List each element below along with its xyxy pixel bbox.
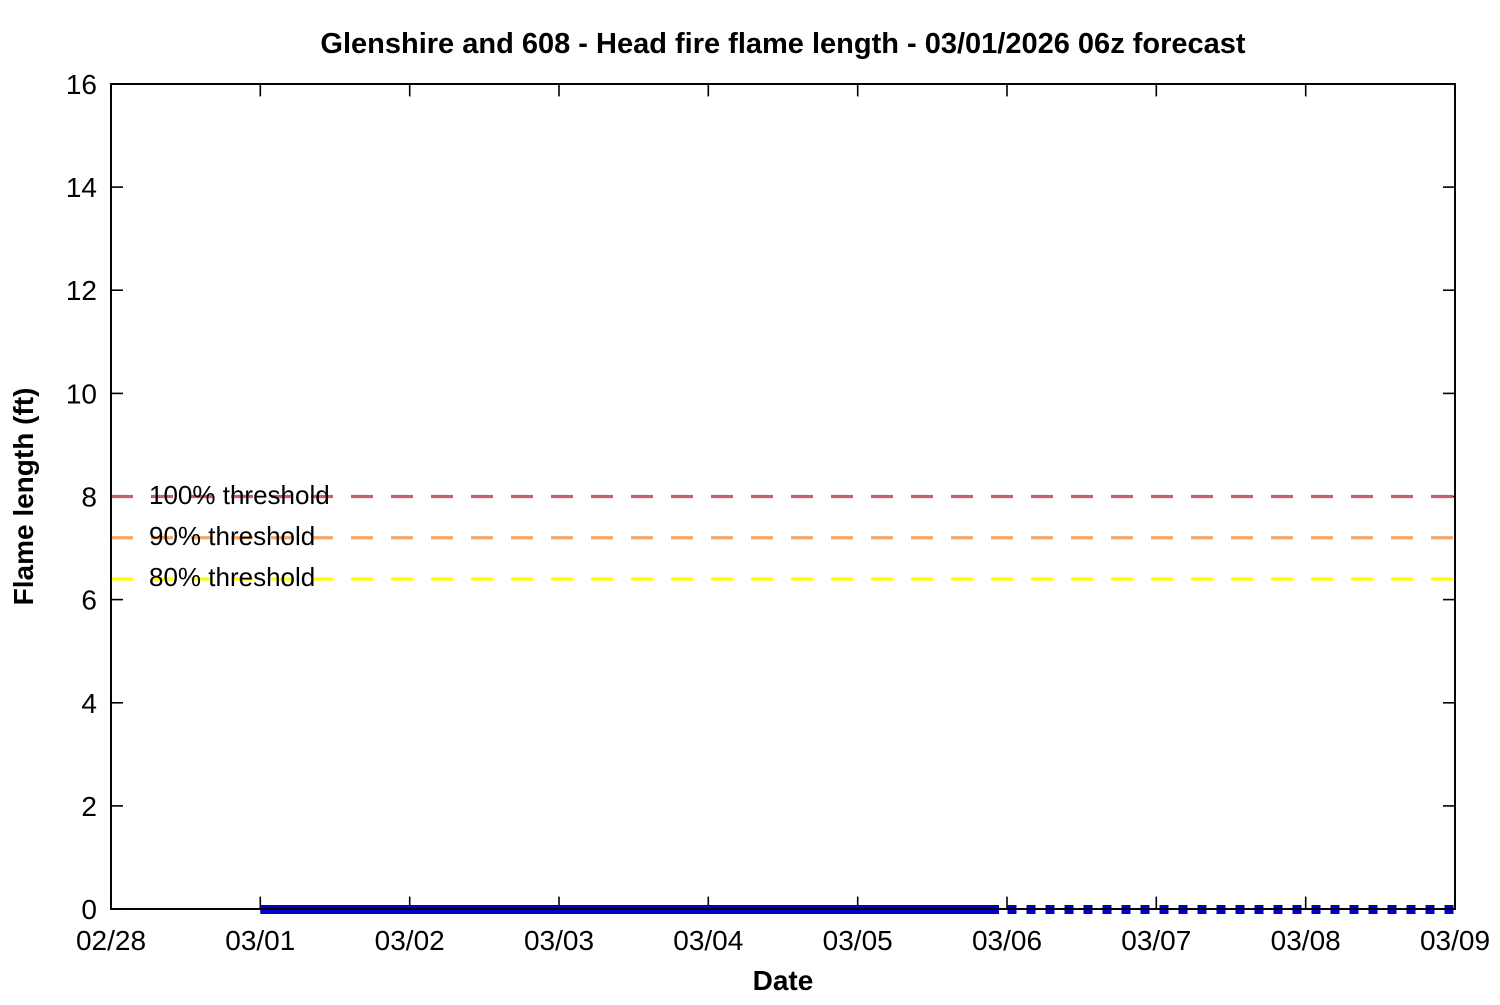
svg-text:10: 10 [66,378,97,409]
svg-text:6: 6 [81,585,97,616]
svg-text:03/03: 03/03 [524,925,594,956]
svg-text:8: 8 [81,482,97,513]
svg-text:0: 0 [81,894,97,925]
svg-text:03/02: 03/02 [375,925,445,956]
svg-text:03/01: 03/01 [225,925,295,956]
svg-text:14: 14 [66,172,97,203]
svg-text:16: 16 [66,69,97,100]
svg-text:12: 12 [66,275,97,306]
svg-text:Date: Date [753,965,814,996]
svg-text:100% threshold: 100% threshold [149,480,330,510]
svg-text:90% threshold: 90% threshold [149,521,315,551]
svg-text:02/28: 02/28 [76,925,146,956]
svg-text:03/07: 03/07 [1121,925,1191,956]
svg-text:2: 2 [81,791,97,822]
svg-text:03/08: 03/08 [1271,925,1341,956]
svg-text:03/09: 03/09 [1420,925,1490,956]
svg-text:Flame length (ft): Flame length (ft) [8,388,39,606]
svg-text:03/05: 03/05 [823,925,893,956]
svg-text:4: 4 [81,688,97,719]
svg-text:80% threshold: 80% threshold [149,562,315,592]
svg-text:03/04: 03/04 [673,925,743,956]
svg-text:03/06: 03/06 [972,925,1042,956]
svg-text:Glenshire and 608 - Head fire: Glenshire and 608 - Head fire flame leng… [320,28,1246,60]
